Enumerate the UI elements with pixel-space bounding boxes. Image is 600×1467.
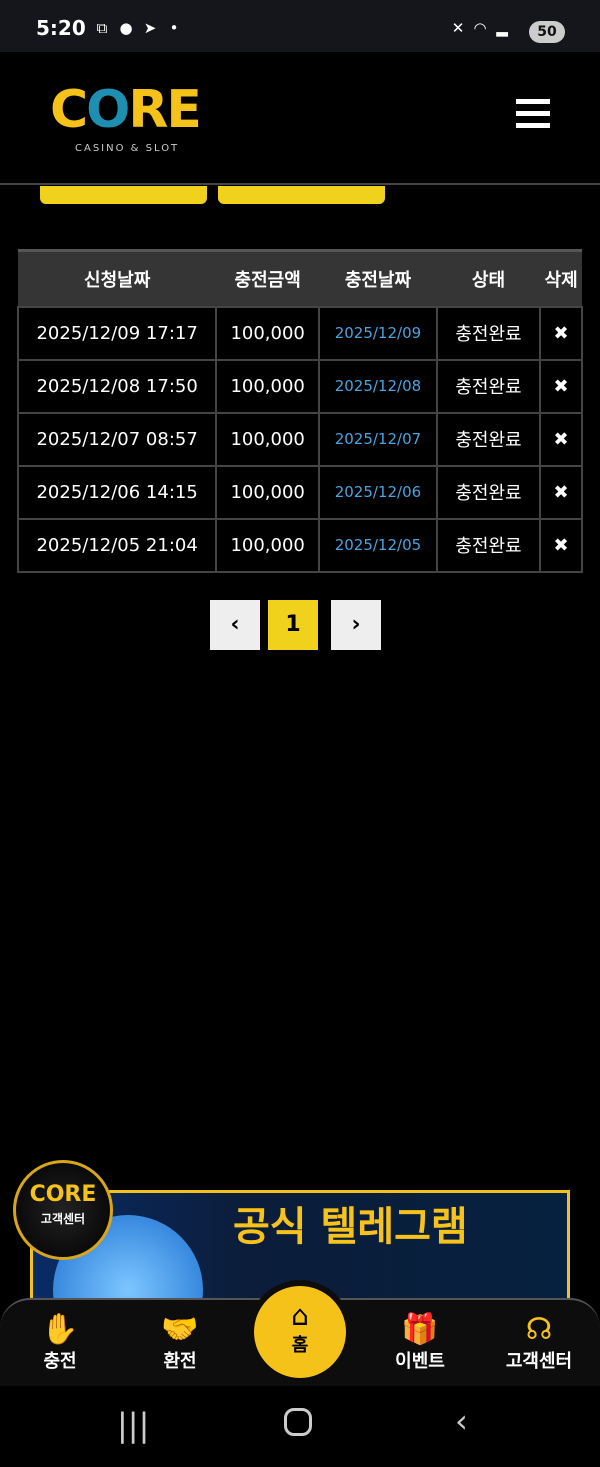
clock: 5:20 [36,16,86,40]
table-row: 2025/12/09 17:17 100,000 2025/12/09 충전완료 ✖ [16,305,583,361]
hamburger-menu-icon[interactable] [516,99,550,135]
cell-signal-icon: ▂ [496,19,508,37]
tab-button-1[interactable] [40,186,207,204]
status-cell: 충전완료 [435,305,542,361]
wifi-icon: ◠ [473,19,487,37]
back-icon[interactable]: ‹ [455,1402,468,1440]
page-1-button[interactable]: 1 [268,600,318,650]
nav-home[interactable]: ⌂ 홈 [254,1286,346,1378]
table-row: 2025/12/05 21:04 100,000 2025/12/05 충전완료 ✖ [16,517,583,573]
deposit-history-table: 신청날짜 충전금액 충전날짜 상태 삭제 2025/12/09 17:17 100… [16,249,583,573]
deposit-date-cell: 2025/12/06 [318,464,438,520]
request-date-cell: 2025/12/09 17:17 [16,305,218,361]
table-row: 2025/12/08 17:50 100,000 2025/12/08 충전완료 ✖ [16,358,583,414]
status-cell: 충전완료 [435,464,542,520]
table-row: 2025/12/07 08:57 100,000 2025/12/07 충전완료 ✖ [16,411,583,467]
telegram-icon: ➤ [143,19,157,37]
status-cell: 충전완료 [435,411,542,467]
request-date-cell: 2025/12/05 21:04 [16,517,218,573]
nav-event[interactable]: 🎁 이벤트 [370,1310,470,1374]
screenshot-icon: ⧉ [96,19,108,37]
request-date-cell: 2025/12/06 14:15 [16,464,218,520]
col-header: 충전날짜 [319,249,437,307]
delete-icon[interactable]: ✖ [539,464,583,520]
tab-button-2[interactable] [218,186,385,204]
col-header: 충전금액 [216,249,320,307]
amount-cell: 100,000 [215,358,321,414]
col-header: 삭제 [540,249,582,307]
delete-icon[interactable]: ✖ [539,517,583,573]
status-bar: 5:20 ⧉ ● ➤ • ✕ ◠ ▂ 50 [0,0,600,52]
deposit-date-cell: 2025/12/05 [318,517,438,573]
deposit-date-cell: 2025/12/09 [318,305,438,361]
system-nav-bar: ||| ‹ [0,1386,600,1467]
mute-icon: ✕ [451,19,465,37]
next-page-button[interactable]: › [331,600,381,650]
prev-page-button[interactable]: ‹ [210,600,260,650]
table-row: 2025/12/06 14:15 100,000 2025/12/06 충전완료 ✖ [16,464,583,520]
home-heart-icon: ⌂ [291,1299,309,1332]
amount-cell: 100,000 [215,464,321,520]
notification-icons: ⧉ ● ➤ • [92,16,184,40]
gift-icon: 🎁 [401,1312,439,1347]
amount-cell: 100,000 [215,517,321,573]
status-cell: 충전완료 [435,517,542,573]
logo[interactable]: CORE CASINO & SLOT [50,80,202,154]
delete-icon[interactable]: ✖ [539,358,583,414]
recent-apps-icon[interactable]: ||| [117,1406,150,1444]
signal-icons: ✕ ◠ ▂ [448,16,524,40]
customer-center-badge[interactable]: CORE 고객센터 [13,1160,113,1260]
dot-icon: • [169,19,179,37]
status-cell: 충전완료 [435,358,542,414]
site-header: CORE CASINO & SLOT [0,52,600,185]
chat-icon: ● [119,19,133,37]
deposit-date-cell: 2025/12/08 [318,358,438,414]
deposit-date-cell: 2025/12/07 [318,411,438,467]
delete-icon[interactable]: ✖ [539,411,583,467]
col-header: 상태 [436,249,541,307]
nav-deposit[interactable]: ✋ 충전 [10,1310,110,1374]
battery-indicator: 50 [529,21,565,43]
headset-icon: ☊ [525,1312,553,1347]
amount-cell: 100,000 [215,305,321,361]
request-date-cell: 2025/12/07 08:57 [16,411,218,467]
home-icon[interactable] [284,1408,312,1436]
col-header: 신청날짜 [18,249,217,307]
deposit-hand-icon: ✋ [41,1312,79,1347]
banner-title: 공식 텔레그램 [233,1204,468,1250]
request-date-cell: 2025/12/08 17:50 [16,358,218,414]
delete-icon[interactable]: ✖ [539,305,583,361]
withdraw-hand-icon: 🤝 [161,1312,199,1347]
amount-cell: 100,000 [215,411,321,467]
nav-withdraw[interactable]: 🤝 환전 [130,1310,230,1374]
nav-support[interactable]: ☊ 고객센터 [489,1310,589,1374]
